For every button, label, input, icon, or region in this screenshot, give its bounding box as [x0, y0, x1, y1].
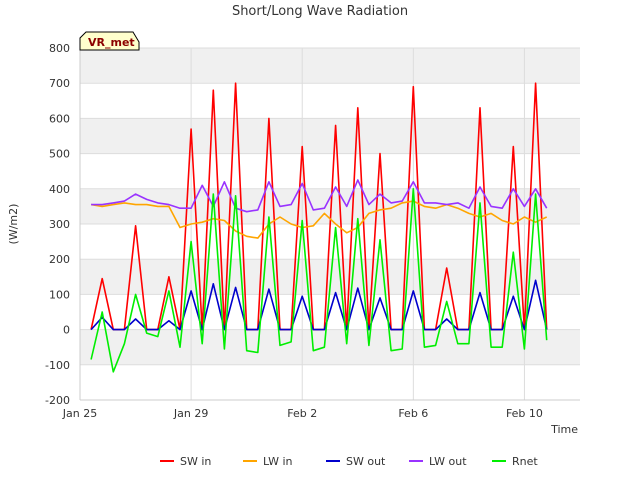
station-badge: VR_met — [79, 31, 140, 51]
x-tick-label: Feb 6 — [398, 407, 428, 420]
plot-band — [80, 118, 580, 154]
legend-label: SW in — [180, 455, 211, 468]
y-tick-label: 200 — [49, 253, 70, 266]
legend-label: LW out — [429, 455, 467, 468]
legend-label: LW in — [263, 455, 293, 468]
series-lw-out-line — [91, 179, 548, 213]
legend: SW in LW in SW out LW out Rnet — [160, 455, 538, 468]
plot-band — [80, 48, 580, 84]
chart-title: Short/Long Wave Radiation — [232, 4, 408, 19]
x-tick-label: Feb 2 — [287, 407, 317, 420]
series-lw-in-line — [90, 200, 548, 239]
badge-shape — [79, 31, 140, 51]
x-tick-label: Jan 29 — [173, 407, 208, 420]
badge-label: VR_met — [88, 36, 135, 49]
legend-item-rnet: Rnet — [492, 455, 538, 468]
series-lines — [90, 82, 548, 373]
x-tick-label: Feb 10 — [506, 407, 543, 420]
axes: -200 -100 0 100 200 300 400 500 600 700 800 Jan 25 J… — [45, 42, 580, 420]
y-tick-label: 500 — [49, 148, 70, 161]
y-tick-label: 0 — [63, 324, 70, 337]
legend-label: Rnet — [512, 455, 538, 468]
y-tick-label: 800 — [49, 42, 70, 55]
legend-item-sw-out: SW out — [326, 455, 386, 468]
y-tick-label: 100 — [49, 288, 70, 301]
y-tick-label: 700 — [49, 77, 70, 90]
y-tick-label: -200 — [45, 394, 70, 407]
x-tick-label: Jan 25 — [62, 407, 97, 420]
y-axis-label: (W/m2) — [7, 204, 20, 245]
y-tick-label: -100 — [45, 359, 70, 372]
y-tick-label: 300 — [49, 218, 70, 231]
x-axis-label: Time — [550, 423, 578, 436]
legend-item-sw-in: SW in — [160, 455, 211, 468]
y-tick-label: 400 — [49, 183, 70, 196]
legend-label: SW out — [346, 455, 386, 468]
series-rnet-line — [90, 188, 548, 373]
y-tick-label: 600 — [49, 112, 70, 125]
legend-item-lw-in: LW in — [243, 455, 293, 468]
legend-item-lw-out: LW out — [409, 455, 467, 468]
